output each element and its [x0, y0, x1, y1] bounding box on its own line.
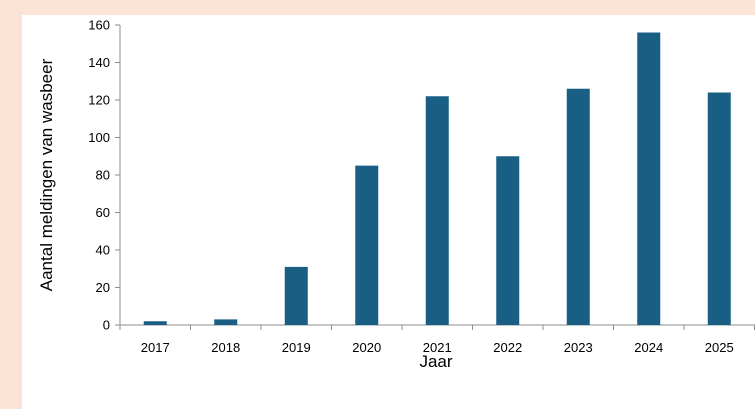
bars — [143, 32, 731, 325]
x-tick-label: 2021 — [423, 340, 452, 355]
x-tick-label: 2025 — [705, 340, 734, 355]
bar-2018 — [214, 319, 238, 325]
bar-2024 — [637, 32, 661, 325]
bar-2022 — [496, 156, 520, 325]
bar-2023 — [566, 88, 590, 325]
x-tick-label: 2019 — [282, 340, 311, 355]
bar-2019 — [284, 266, 308, 325]
chart-panel: 0 20 40 60 80 100 120 140 160 2017 2018 2019 2020 20… — [22, 15, 755, 409]
y-tick-label: 60 — [96, 205, 110, 220]
x-tick-label: 2022 — [493, 340, 522, 355]
bar-2021 — [425, 96, 449, 325]
bar-2017 — [143, 321, 167, 325]
y-axis: 0 20 40 60 80 100 120 140 160 — [88, 18, 121, 333]
y-tick-label: 80 — [96, 168, 110, 183]
x-tick-label: 2020 — [352, 340, 381, 355]
y-tick-label: 100 — [88, 130, 110, 145]
y-tick-label: 140 — [88, 55, 110, 70]
x-tick-label: 2017 — [141, 340, 170, 355]
bar-2020 — [355, 165, 379, 325]
y-tick-label: 40 — [96, 243, 110, 258]
y-tick-label: 20 — [96, 280, 110, 295]
x-axis: 2017 2018 2019 2020 2021 2022 2023 2024 2025 — [119, 324, 755, 355]
bar-2025 — [707, 92, 731, 325]
y-tick-label: 160 — [88, 18, 110, 33]
y-axis-title: Aantal meldingen van wasbeer — [37, 58, 56, 291]
x-tick-label: 2023 — [564, 340, 593, 355]
x-axis-title: Jaar — [419, 352, 452, 371]
y-tick-label: 0 — [103, 318, 110, 333]
x-tick-label: 2024 — [634, 340, 663, 355]
y-tick-label: 120 — [88, 93, 110, 108]
x-tick-label: 2018 — [211, 340, 240, 355]
